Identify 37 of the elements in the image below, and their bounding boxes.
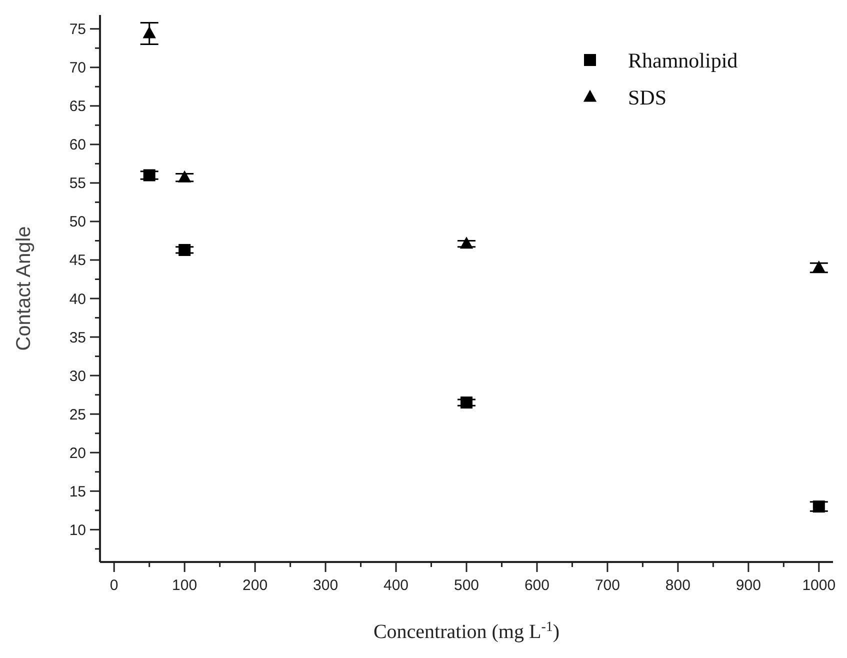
y-tick-label: 20 [69,444,86,462]
y-tick-label: 15 [69,483,86,500]
point [460,236,474,249]
y-tick-label: 35 [69,329,86,346]
y-tick-label: 10 [69,522,86,539]
x-tick-label: 300 [313,577,338,594]
x-tick-label: 600 [524,577,550,594]
point [812,260,826,272]
legend-label: Rhamnolipid [628,48,738,72]
y-tick-label: 70 [69,60,86,77]
x-tick-label: 700 [594,577,620,594]
x-tick-label: 200 [242,577,268,594]
point [143,169,156,182]
y-axis-title: Contact Angle [13,226,35,351]
y-tick-label: 45 [69,252,86,270]
x-tick-label: 400 [384,577,409,594]
x-axis-title: Concentration (mg L$^{-1}$) [373,620,560,643]
x-tick-label: 500 [454,577,480,594]
point [812,500,825,513]
y-tick-label: 65 [69,98,86,116]
y-tick-label: 30 [69,368,86,385]
point [142,26,156,38]
x-tick-label: 800 [665,577,690,594]
point [460,396,472,409]
point [178,170,192,182]
y-tick-label: 40 [69,290,86,308]
point [178,244,191,256]
y-tick-label: 60 [69,136,86,154]
legend-label: SDS [628,85,667,110]
y-tick-label: 50 [69,214,86,231]
y-tick-label: 25 [69,406,86,424]
x-tick-label: 100 [172,577,198,594]
x-tick-label: 900 [736,577,761,594]
y-tick-label: 75 [69,21,86,38]
x-tick-label: 0 [110,577,118,594]
y-tick-label: 55 [69,175,86,192]
x-tick-label: 1000 [802,577,836,594]
